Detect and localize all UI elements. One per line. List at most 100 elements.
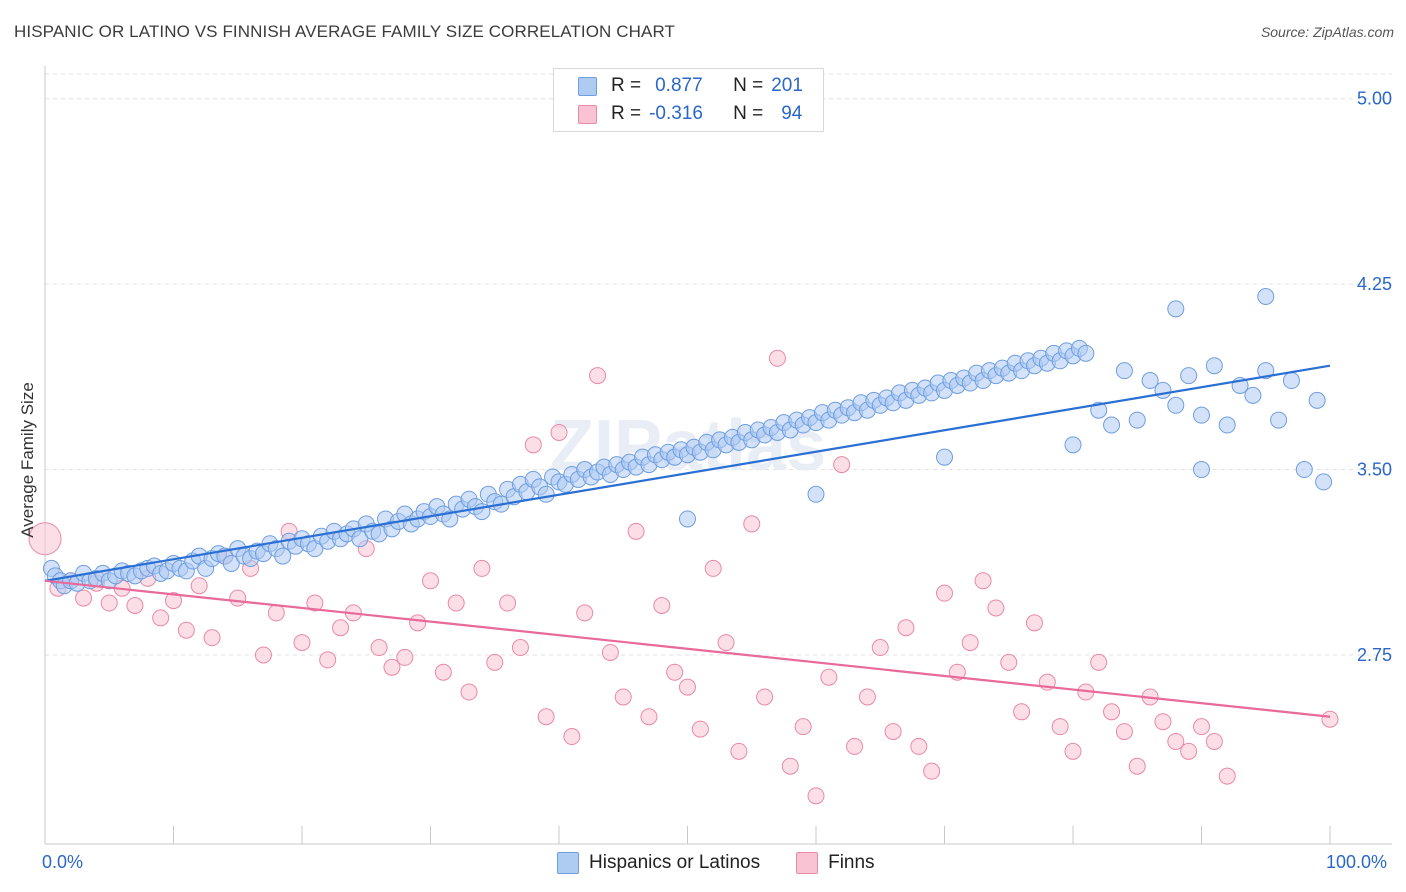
hispanic-point-37 — [274, 547, 292, 565]
finns-point-92 — [1218, 767, 1236, 785]
finns-point-9 — [152, 609, 170, 627]
x-tick-max: 100.0% — [1326, 852, 1388, 872]
y-axis-label: Average Family Size — [18, 382, 37, 538]
legend-item-hispanic[interactable]: Hispanics or Latinos — [557, 852, 760, 874]
finns-point-89 — [1180, 742, 1198, 760]
series-legend: Hispanics or Latinos Finns — [557, 852, 911, 874]
y-tick-label-2: 3.50 — [1357, 460, 1392, 480]
hispanic-point-178 — [1282, 372, 1300, 390]
finns-point-36 — [499, 594, 517, 612]
finns-point-39 — [537, 708, 555, 726]
finns-point-50 — [679, 678, 696, 696]
finns-point-40 — [550, 423, 568, 441]
hispanic-point-184 — [936, 448, 953, 466]
y-tick-labels: 5.00 4.25 3.50 2.75 — [1357, 89, 1392, 665]
finns-point-70 — [936, 584, 953, 602]
finns-point-31 — [434, 663, 452, 681]
finns-point-57 — [768, 349, 786, 367]
finns-point-63 — [846, 737, 864, 755]
finns-point-85 — [1128, 757, 1146, 775]
finns-point-74 — [987, 599, 1005, 617]
finns-point-27 — [383, 658, 401, 676]
finns-point-3 — [75, 589, 93, 607]
finns-point-44 — [601, 643, 619, 661]
hispanic-point-179 — [1295, 461, 1313, 479]
finns-point-33 — [460, 683, 478, 701]
finns-point-43 — [589, 367, 607, 385]
hispanic-point-29 — [222, 554, 240, 572]
finns-point-54 — [730, 742, 748, 760]
finns-point-58 — [781, 757, 799, 775]
x-tick-min: 0.0% — [42, 852, 84, 872]
finns-point-26 — [370, 639, 388, 657]
finns-point-72 — [961, 634, 979, 652]
finns-point-51 — [691, 720, 709, 738]
finns-point-80 — [1064, 742, 1082, 760]
hispanic-point-187 — [1257, 287, 1275, 305]
hispanic-point-49 — [351, 530, 369, 548]
hispanic-point-168 — [1154, 381, 1172, 399]
finns-point-17 — [254, 646, 272, 664]
n-value: 201 — [771, 75, 803, 96]
finns-point-45 — [614, 688, 632, 706]
y-tick-label-1: 4.25 — [1357, 274, 1392, 294]
finns-point-32 — [447, 594, 465, 612]
finns-point-12 — [190, 577, 208, 595]
n-label: N = — [733, 75, 764, 96]
hispanic-point-165 — [1115, 362, 1133, 380]
finns-point-13 — [203, 629, 221, 647]
finns-point-41 — [563, 728, 581, 746]
hispanic-point-63 — [441, 510, 459, 528]
n-label: N = — [733, 103, 764, 124]
finns-point-7 — [126, 597, 144, 615]
hispanic-trend-line — [44, 364, 1331, 582]
n-value: 94 — [781, 103, 803, 124]
finns-point-93 — [1321, 710, 1339, 728]
finns-point-15 — [229, 589, 247, 607]
finns-point-66 — [884, 723, 902, 741]
blue-swatch — [557, 852, 579, 874]
finns-point-49 — [666, 663, 684, 681]
finns-point-76 — [1013, 703, 1031, 721]
finns-point-68 — [910, 737, 928, 755]
y-tick-label-0: 5.00 — [1357, 89, 1392, 109]
finns-point-59 — [794, 718, 812, 736]
legend-item-finns[interactable]: Finns — [796, 852, 875, 874]
hispanic-point-164 — [1103, 416, 1121, 434]
hispanic-point-78 — [537, 485, 555, 503]
finns-point-30 — [422, 572, 439, 590]
finns-point-0 — [28, 522, 62, 556]
finns-point-28 — [396, 648, 414, 666]
finns-point-75 — [1000, 653, 1018, 671]
finns-point-69 — [923, 762, 941, 780]
finns-point-65 — [871, 639, 889, 657]
finns-point-38 — [524, 436, 542, 454]
pink-swatch — [578, 104, 597, 124]
finns-points — [28, 349, 1339, 805]
finns-point-61 — [820, 668, 838, 686]
legend-label: Hispanics or Latinos — [589, 852, 761, 873]
finns-point-52 — [704, 559, 722, 577]
finns-point-42 — [576, 604, 594, 622]
legend-row-blue: R = 0.877 N = 201 — [578, 74, 803, 98]
finns-point-10 — [165, 592, 182, 610]
hispanic-point-169 — [1167, 396, 1185, 414]
trend-lines — [44, 364, 1331, 718]
finns-point-55 — [743, 515, 761, 533]
hispanic-point-162 — [1077, 344, 1095, 362]
hispanic-point-171 — [1193, 406, 1210, 424]
hispanic-point-167 — [1141, 372, 1159, 390]
finns-point-56 — [756, 688, 774, 706]
finns-point-47 — [640, 708, 658, 726]
hispanic-point-172 — [1205, 357, 1223, 375]
finns-point-83 — [1103, 703, 1121, 721]
hispanic-point-175 — [1244, 386, 1262, 404]
hispanic-point-173 — [1218, 416, 1236, 434]
blue-swatch — [578, 76, 597, 96]
finns-point-77 — [1025, 614, 1043, 632]
finns-point-5 — [100, 594, 118, 612]
finns-point-88 — [1167, 732, 1185, 750]
r-label: R = — [611, 75, 642, 96]
pink-swatch — [796, 852, 819, 874]
